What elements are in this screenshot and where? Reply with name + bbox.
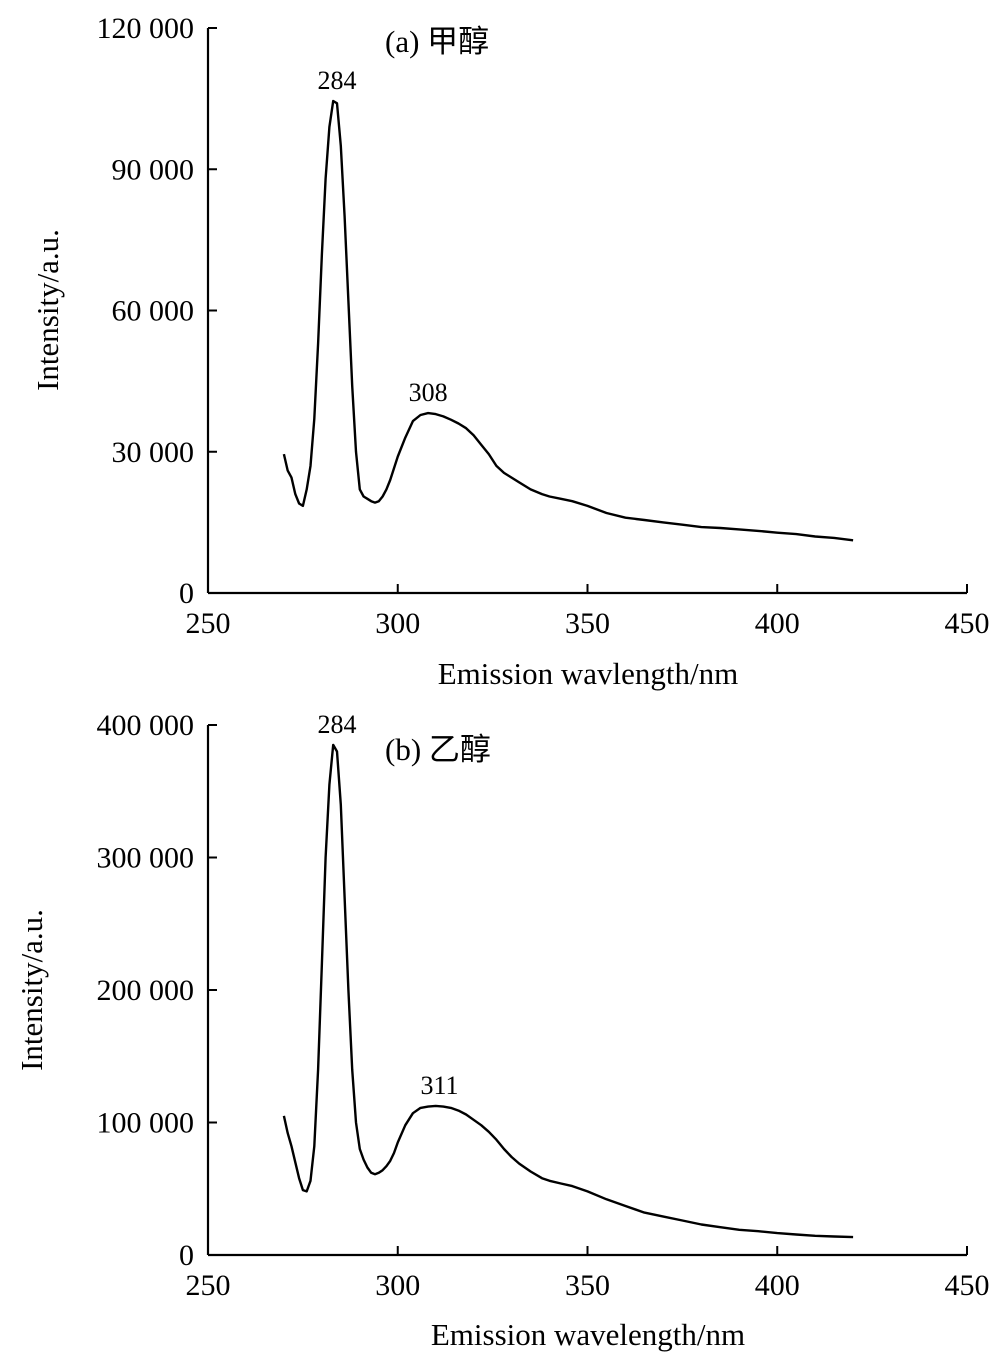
x-tick-label-b: 300 [375, 1269, 420, 1302]
x-tick-label-a: 400 [755, 607, 800, 640]
x-tick-label-b: 350 [565, 1269, 610, 1302]
peak-label-a: 308 [409, 378, 448, 407]
y-tick-label-a: 30 000 [112, 436, 195, 469]
y-axis-label-a: Intensity/a.u. [30, 229, 65, 391]
x-tick-label-a: 350 [565, 607, 610, 640]
y-tick-label-b: 300 000 [97, 842, 195, 875]
y-tick-label-a: 120 000 [97, 12, 195, 45]
y-tick-label-b: 200 000 [97, 974, 195, 1007]
series-line-a [282, 99, 854, 542]
x-axis-label-b: Emission wavelength/nm [431, 1317, 745, 1352]
y-tick-label-b: 0 [179, 1239, 194, 1272]
panel-label-a: (a) 甲醇 [385, 24, 489, 59]
y-tick-label-a: 60 000 [112, 295, 195, 328]
y-tick-label-a: 90 000 [112, 153, 195, 186]
x-tick-label-b: 400 [755, 1269, 800, 1302]
y-tick-label-b: 100 000 [97, 1107, 195, 1140]
x-tick-label-a: 300 [375, 607, 420, 640]
chart-panel-b: (b) 乙醇 Emission wavelength/nm Intensity/… [14, 709, 990, 1352]
y-tick-label-a: 0 [179, 577, 194, 610]
peak-label-a: 284 [318, 66, 357, 95]
panel-label-b: (b) 乙醇 [385, 732, 491, 767]
x-axis-label-a: Emission wavlength/nm [438, 656, 739, 691]
x-tick-label-b: 450 [945, 1269, 990, 1302]
peak-label-b: 311 [420, 1071, 458, 1100]
x-tick-label-b: 250 [186, 1269, 231, 1302]
x-tick-label-a: 250 [186, 607, 231, 640]
y-axis-label-b: Intensity/a.u. [14, 909, 49, 1071]
series-line-b [282, 743, 854, 1239]
x-tick-label-a: 450 [945, 607, 990, 640]
chart-panel-a: (a) 甲醇 Emission wavlength/nm Intensity/a… [30, 12, 990, 691]
peak-label-b: 284 [318, 710, 357, 739]
y-tick-label-b: 400 000 [97, 709, 195, 742]
